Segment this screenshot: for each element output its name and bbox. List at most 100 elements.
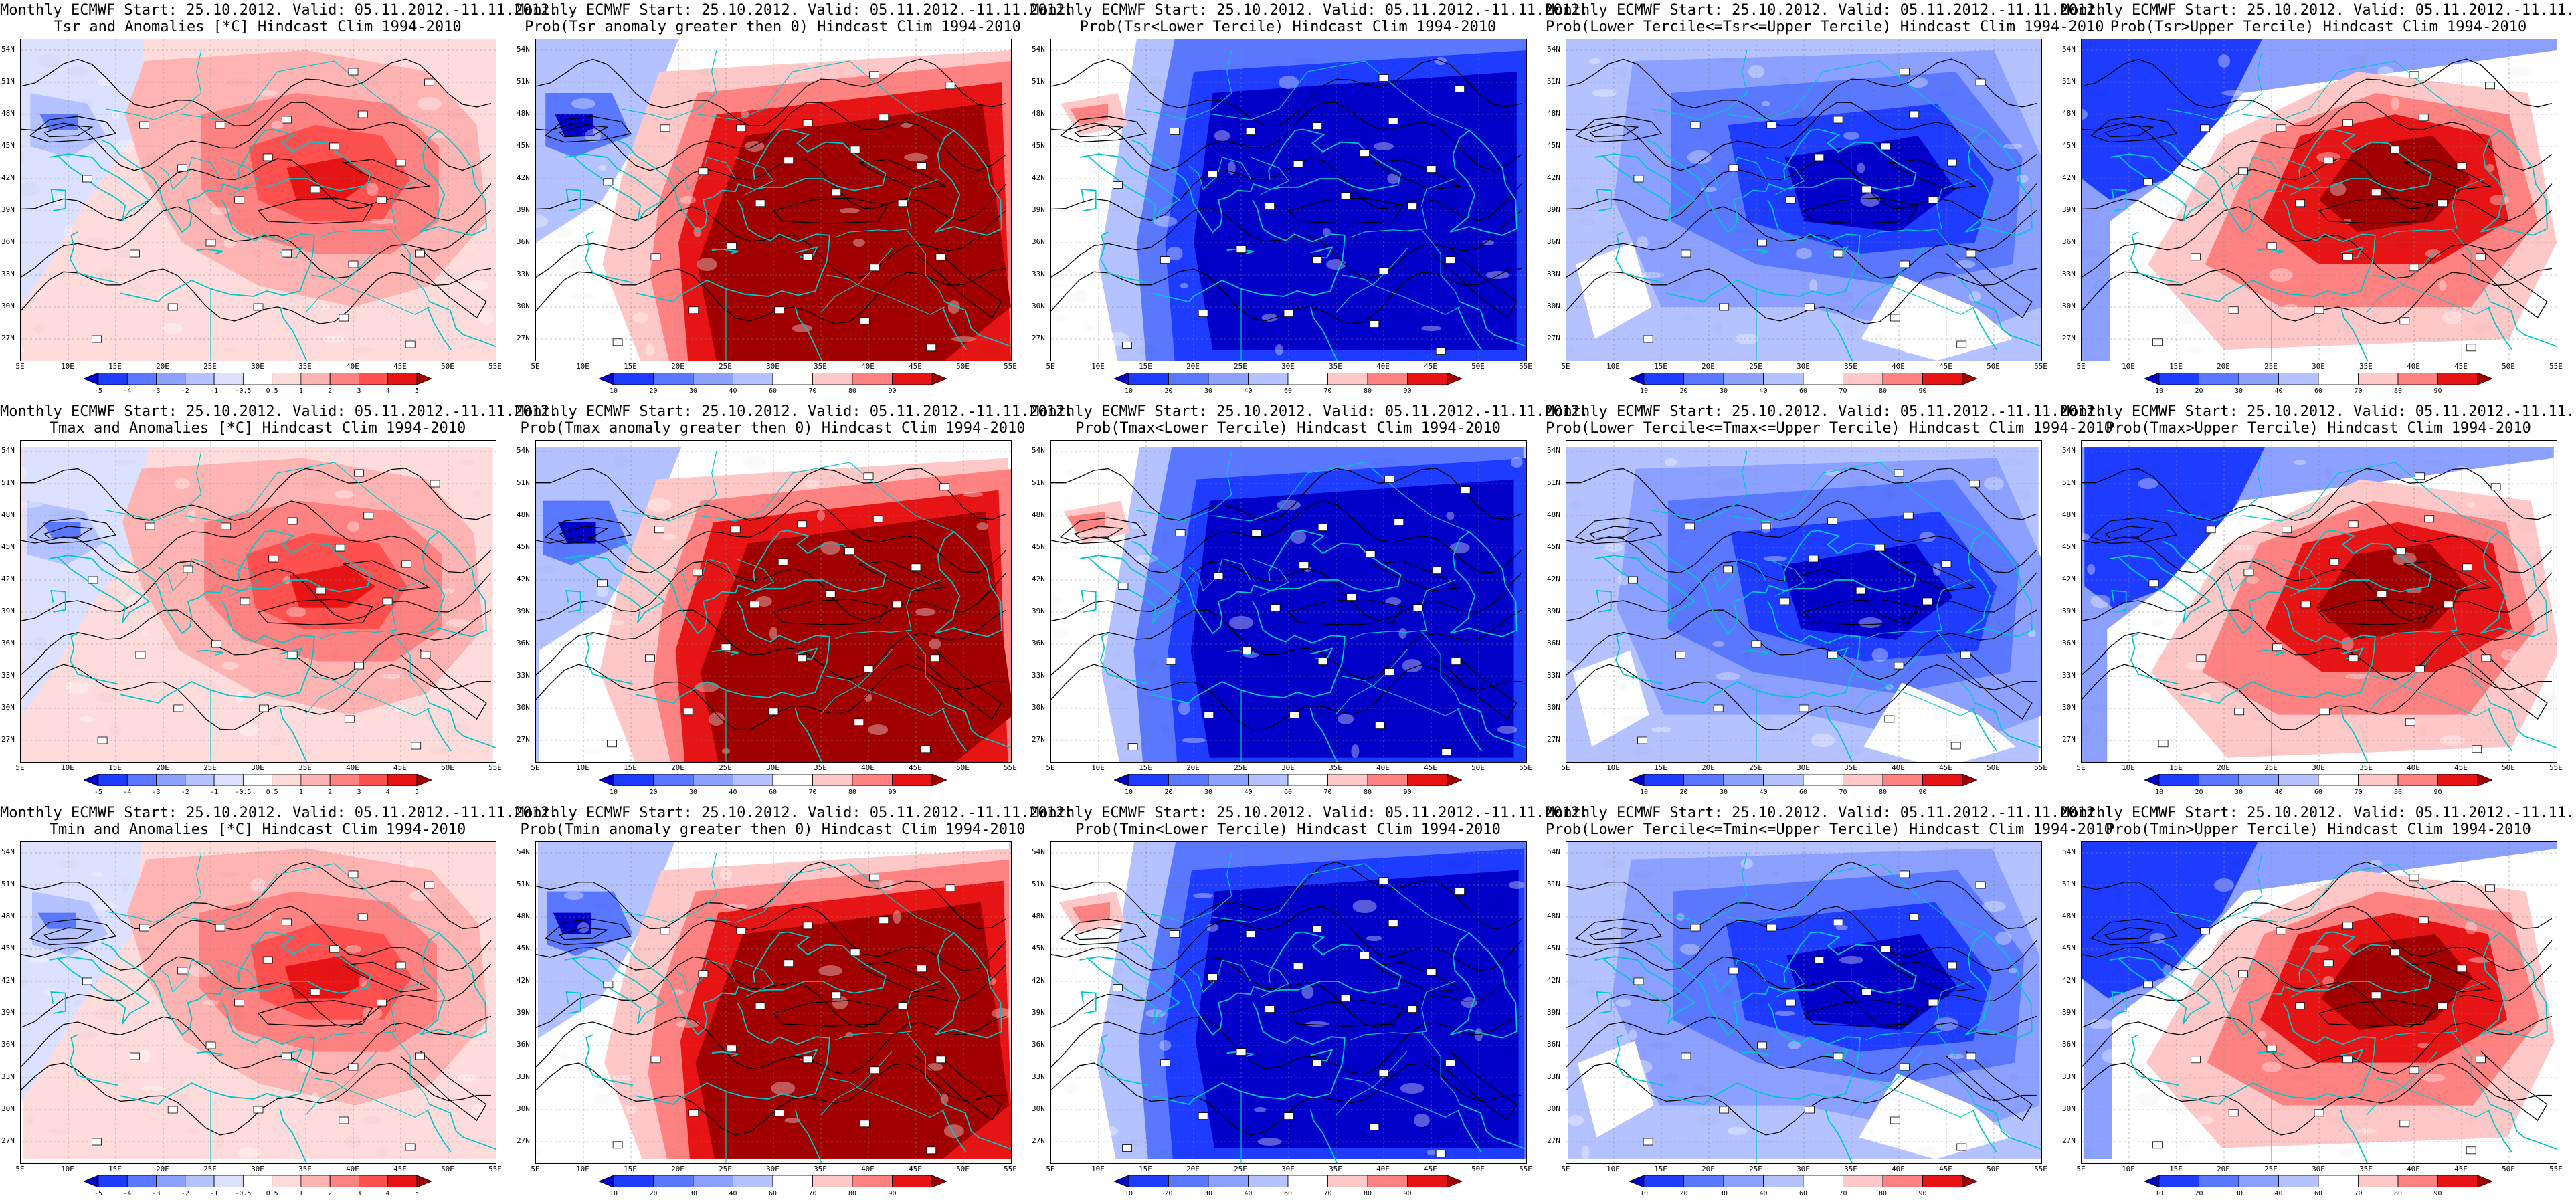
field-speckle — [2340, 957, 2356, 963]
field-speckle — [2297, 490, 2322, 498]
field-speckle — [913, 922, 937, 933]
coastline — [1665, 1002, 1861, 1105]
field-speckle — [1588, 58, 1601, 64]
contour-line — [2318, 1000, 2434, 1027]
coastline — [2480, 530, 2548, 637]
coastline — [2111, 189, 2127, 211]
field-speckle — [1161, 726, 1169, 734]
panel-title-line2: Prob(Tmax anomaly greater then 0) Hindca… — [520, 420, 1026, 437]
contour-line — [342, 159, 431, 190]
contour-line — [1059, 517, 1147, 544]
field-speckle — [1098, 1126, 1119, 1136]
colorbar-tick-label: 2 — [328, 1190, 333, 1197]
field-speckle — [2221, 90, 2246, 96]
station-label-box — [1681, 1052, 1691, 1060]
lat-label: 42N — [1032, 173, 1045, 182]
colorbar-tick-label: 30 — [688, 1190, 698, 1197]
field-speckle — [1256, 488, 1264, 501]
lon-label: 5E — [15, 1165, 25, 1173]
lat-label: 54N — [1547, 45, 1560, 54]
station-label-box — [2323, 959, 2334, 967]
coastline — [1150, 199, 1346, 302]
lon-label: 15E — [108, 763, 122, 772]
contour-line — [1574, 116, 1663, 143]
lat-label: 39N — [1547, 607, 1560, 615]
field-speckle — [2109, 262, 2130, 267]
contour-line — [2082, 206, 2553, 279]
field-speckle — [223, 237, 236, 248]
country-border — [1212, 60, 1470, 131]
coastline — [1131, 139, 1398, 233]
field-speckle — [1111, 967, 1123, 975]
field-speckle — [1153, 216, 1178, 227]
field-speckle — [454, 933, 462, 944]
station-label-box — [411, 742, 422, 750]
contour-line — [1059, 918, 1147, 946]
country-border — [1421, 631, 1461, 704]
lat-label: 33N — [1032, 270, 1045, 278]
contour-line — [1888, 560, 1976, 591]
field-speckle — [1665, 458, 1677, 466]
shaded-region — [1572, 650, 1649, 747]
colorbar-segment — [1327, 773, 1368, 787]
station-label-box — [863, 472, 874, 480]
station-label-box — [2485, 82, 2495, 90]
forecast-map — [1050, 440, 1527, 763]
station-label-box — [348, 260, 359, 268]
lon-label: 15E — [624, 763, 637, 772]
station-label-box — [1903, 512, 1914, 520]
lon-label: 55E — [2034, 362, 2047, 371]
colorbar — [1113, 773, 1463, 787]
lon-label: 45E — [2454, 362, 2468, 371]
lon-label: 15E — [108, 1165, 122, 1173]
station-label-box — [88, 576, 98, 584]
coastline — [2480, 129, 2548, 236]
coastline — [944, 1104, 1011, 1150]
colorbar-segment — [98, 1175, 128, 1188]
colorbar-tick-label: 70 — [808, 789, 817, 796]
country-border — [182, 60, 440, 131]
station-label-box — [727, 1045, 737, 1053]
station-label-box — [424, 78, 434, 86]
forecast-map — [20, 39, 496, 361]
station-label-box — [774, 306, 784, 314]
station-label-box — [167, 303, 178, 311]
field-speckle — [927, 953, 943, 967]
coastline — [2490, 1104, 2557, 1150]
station-label-box — [1289, 711, 1299, 719]
colorbar-tick-label: 20 — [1164, 1190, 1173, 1197]
field-speckle — [940, 1094, 949, 1104]
lon-label: 30E — [251, 763, 264, 772]
forecast-map — [535, 39, 1012, 361]
field-speckle — [1668, 599, 1692, 604]
field-speckle — [1319, 857, 1335, 870]
lat-label: 36N — [517, 237, 530, 246]
colorbar-tick-label: 30 — [2234, 1190, 2243, 1197]
coastline — [426, 306, 452, 350]
field-speckle — [2258, 1031, 2266, 1039]
lon-label: 5E — [1046, 1165, 1055, 1173]
lon-label: 50E — [1987, 362, 2000, 371]
colorbar-tick-label: 10 — [1639, 1190, 1649, 1197]
colorbar-tick-label: 20 — [1164, 789, 1173, 796]
station-label-box — [1833, 918, 1843, 926]
colorbar-segment — [1447, 1175, 1463, 1188]
coastline — [1079, 555, 1181, 623]
station-label-box — [1251, 529, 1262, 537]
field-speckle — [1166, 247, 1183, 260]
shaded-region — [289, 565, 375, 608]
station-label-box — [777, 558, 788, 566]
station-label-box — [2276, 124, 2286, 132]
field-speckle — [1592, 89, 1617, 97]
lat-label: 27N — [1032, 1136, 1045, 1145]
station-label-box — [1384, 668, 1394, 676]
contour-line — [544, 517, 632, 544]
colorbar-segment — [613, 1175, 654, 1188]
coastline — [1665, 199, 1861, 302]
field-speckle — [1741, 968, 1753, 973]
lon-label: 30E — [2312, 1165, 2325, 1173]
contour-line — [1566, 1015, 2037, 1075]
station-label-box — [721, 643, 731, 651]
colorbar-segment — [185, 372, 215, 385]
lon-label: 25E — [719, 763, 732, 772]
